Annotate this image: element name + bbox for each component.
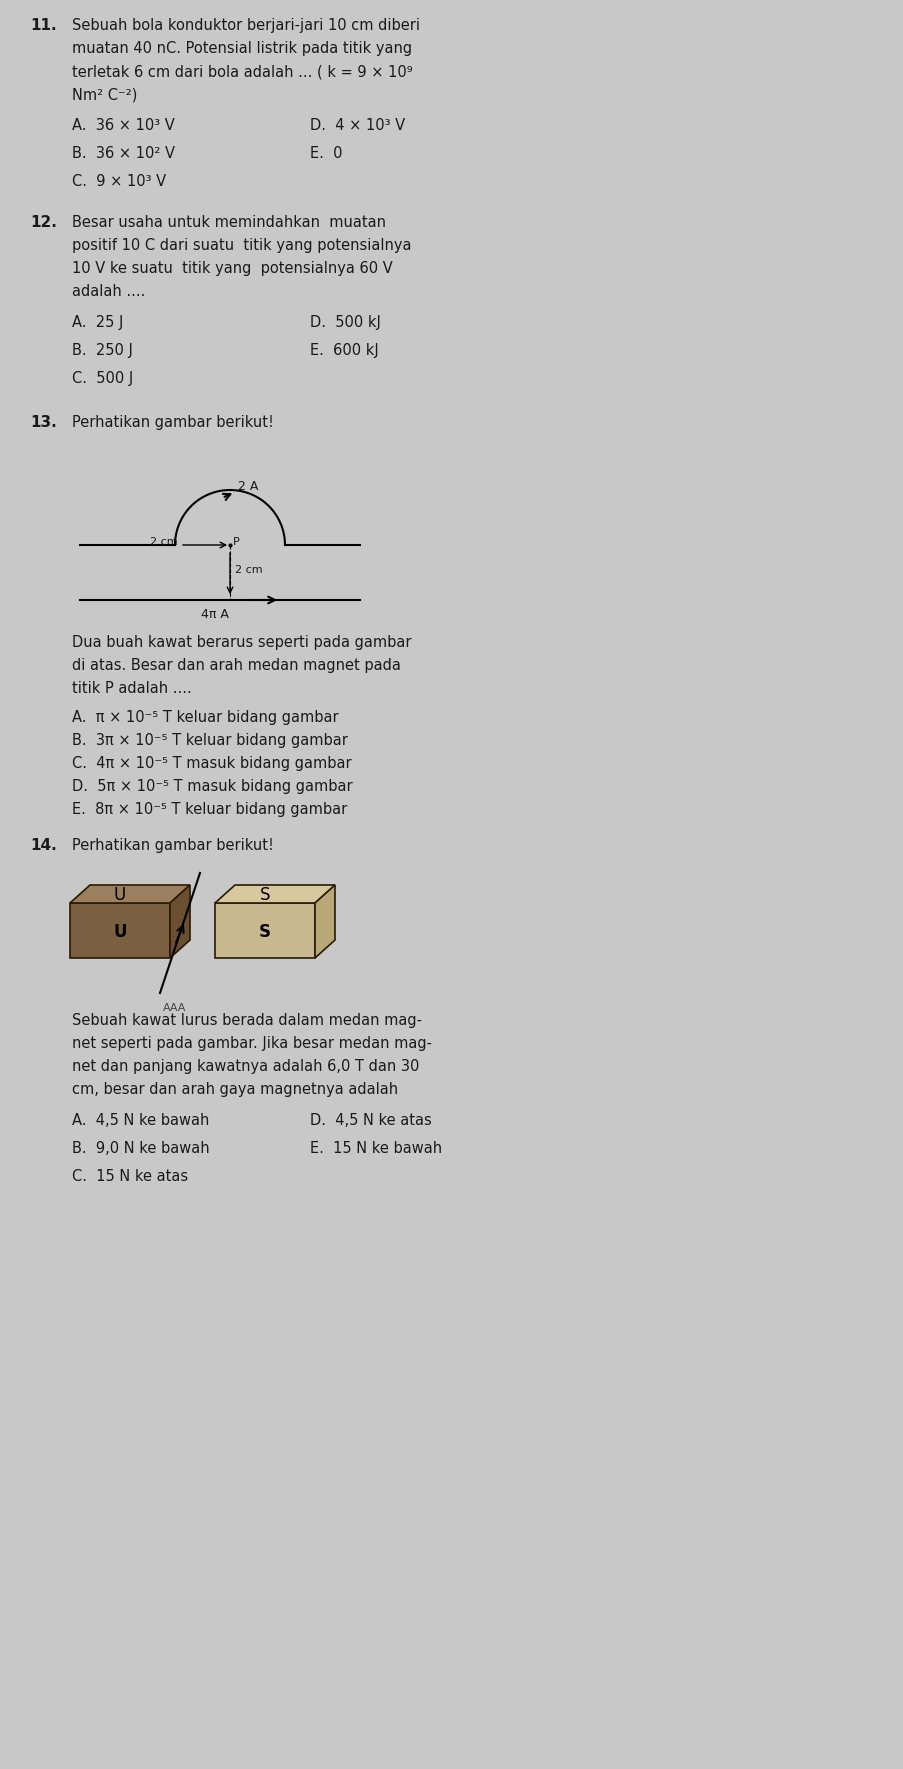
- Text: B.  36 × 10² V: B. 36 × 10² V: [72, 147, 175, 161]
- Text: adalah ....: adalah ....: [72, 285, 145, 299]
- Text: Perhatikan gambar berikut!: Perhatikan gambar berikut!: [72, 416, 274, 430]
- Text: C.  500 J: C. 500 J: [72, 371, 133, 386]
- Polygon shape: [215, 902, 314, 959]
- Text: 2 cm: 2 cm: [235, 564, 263, 575]
- Text: S: S: [259, 923, 271, 941]
- Polygon shape: [314, 884, 335, 959]
- Text: AAA: AAA: [163, 1003, 187, 1014]
- Polygon shape: [170, 884, 190, 959]
- Polygon shape: [70, 902, 170, 959]
- Text: E.  15 N ke bawah: E. 15 N ke bawah: [310, 1141, 442, 1155]
- Text: A.  36 × 10³ V: A. 36 × 10³ V: [72, 119, 174, 133]
- Text: Besar usaha untuk memindahkan  muatan: Besar usaha untuk memindahkan muatan: [72, 216, 386, 230]
- Text: 2 A: 2 A: [237, 479, 258, 494]
- Text: net seperti pada gambar. Jika besar medan mag-: net seperti pada gambar. Jika besar meda…: [72, 1037, 432, 1051]
- Text: Perhatikan gambar berikut!: Perhatikan gambar berikut!: [72, 839, 274, 853]
- Text: muatan 40 nC. Potensial listrik pada titik yang: muatan 40 nC. Potensial listrik pada tit…: [72, 41, 412, 57]
- Polygon shape: [215, 884, 335, 902]
- Text: 14.: 14.: [30, 839, 57, 853]
- Text: net dan panjang kawatnya adalah 6,0 T dan 30: net dan panjang kawatnya adalah 6,0 T da…: [72, 1060, 419, 1074]
- Text: S: S: [259, 886, 270, 904]
- Text: 2 cm: 2 cm: [150, 538, 177, 547]
- Text: U: U: [114, 886, 126, 904]
- Text: A.  π × 10⁻⁵ T keluar bidang gambar: A. π × 10⁻⁵ T keluar bidang gambar: [72, 709, 339, 725]
- Text: positif 10 C dari suatu  titik yang potensialnya: positif 10 C dari suatu titik yang poten…: [72, 239, 411, 253]
- Text: 4π A: 4π A: [200, 609, 228, 621]
- Text: titik P adalah ....: titik P adalah ....: [72, 681, 191, 695]
- Text: Dua buah kawat berarus seperti pada gambar: Dua buah kawat berarus seperti pada gamb…: [72, 635, 411, 649]
- Polygon shape: [70, 884, 190, 902]
- Text: D.  4 × 10³ V: D. 4 × 10³ V: [310, 119, 405, 133]
- Text: B.  250 J: B. 250 J: [72, 343, 133, 357]
- Text: terletak 6 cm dari bola adalah ... ( k = 9 × 10⁹: terletak 6 cm dari bola adalah ... ( k =…: [72, 64, 412, 80]
- Text: C.  15 N ke atas: C. 15 N ke atas: [72, 1169, 188, 1183]
- Text: Sebuah bola konduktor berjari-jari 10 cm diberi: Sebuah bola konduktor berjari-jari 10 cm…: [72, 18, 420, 34]
- Text: E.  8π × 10⁻⁵ T keluar bidang gambar: E. 8π × 10⁻⁵ T keluar bidang gambar: [72, 801, 347, 817]
- Text: cm, besar dan arah gaya magnetnya adalah: cm, besar dan arah gaya magnetnya adalah: [72, 1083, 397, 1097]
- Text: 12.: 12.: [30, 216, 57, 230]
- Text: D.  4,5 N ke atas: D. 4,5 N ke atas: [310, 1113, 432, 1129]
- Text: Nm² C⁻²): Nm² C⁻²): [72, 87, 137, 103]
- Text: 13.: 13.: [30, 416, 57, 430]
- Text: P: P: [233, 538, 239, 547]
- Text: Sebuah kawat lurus berada dalam medan mag-: Sebuah kawat lurus berada dalam medan ma…: [72, 1014, 422, 1028]
- Text: A.  25 J: A. 25 J: [72, 315, 123, 331]
- Text: di atas. Besar dan arah medan magnet pada: di atas. Besar dan arah medan magnet pad…: [72, 658, 400, 672]
- Text: C.  4π × 10⁻⁵ T masuk bidang gambar: C. 4π × 10⁻⁵ T masuk bidang gambar: [72, 755, 351, 771]
- Text: E.  0: E. 0: [310, 147, 342, 161]
- Text: D.  500 kJ: D. 500 kJ: [310, 315, 380, 331]
- Text: C.  9 × 10³ V: C. 9 × 10³ V: [72, 173, 166, 189]
- Text: A.  4,5 N ke bawah: A. 4,5 N ke bawah: [72, 1113, 209, 1129]
- Text: 10 V ke suatu  titik yang  potensialnya 60 V: 10 V ke suatu titik yang potensialnya 60…: [72, 262, 392, 276]
- Text: E.  600 kJ: E. 600 kJ: [310, 343, 378, 357]
- Text: B.  9,0 N ke bawah: B. 9,0 N ke bawah: [72, 1141, 209, 1155]
- Text: 11.: 11.: [30, 18, 57, 34]
- Text: D.  5π × 10⁻⁵ T masuk bidang gambar: D. 5π × 10⁻⁵ T masuk bidang gambar: [72, 778, 352, 794]
- Text: B.  3π × 10⁻⁵ T keluar bidang gambar: B. 3π × 10⁻⁵ T keluar bidang gambar: [72, 732, 348, 748]
- Text: U: U: [113, 923, 126, 941]
